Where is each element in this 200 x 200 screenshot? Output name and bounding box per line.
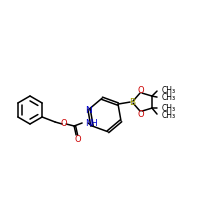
Text: O: O: [138, 110, 144, 119]
Text: CH₃: CH₃: [162, 86, 176, 95]
Text: O: O: [61, 119, 67, 129]
Text: B: B: [129, 98, 135, 107]
Text: O: O: [138, 86, 144, 95]
Text: N: N: [85, 106, 91, 115]
Text: CH₃: CH₃: [162, 104, 176, 113]
Text: O: O: [75, 134, 81, 144]
Text: CH₃: CH₃: [162, 93, 176, 102]
Text: NH: NH: [85, 118, 98, 128]
Text: CH₃: CH₃: [162, 111, 176, 120]
